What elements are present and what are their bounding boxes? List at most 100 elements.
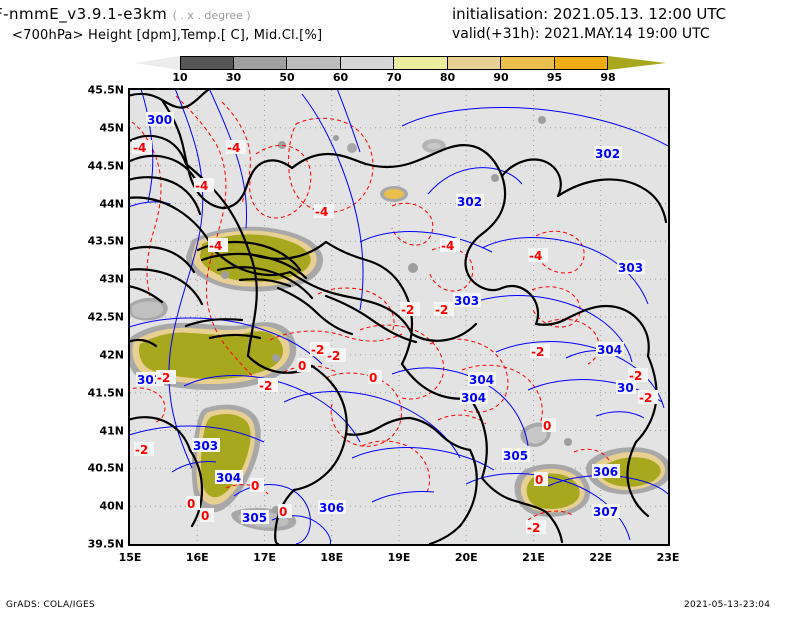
lat-tick-45.5N: 45.5N xyxy=(87,83,124,97)
svg-text:-4: -4 xyxy=(227,141,240,155)
svg-text:0: 0 xyxy=(543,419,551,433)
svg-text:307: 307 xyxy=(593,505,618,519)
model-resolution-note: ( . x . degree ) xyxy=(172,9,251,22)
coastline-borders xyxy=(130,90,668,544)
svg-text:-2: -2 xyxy=(435,303,448,317)
latitude-axis: 45.5N 45N 44.5N 44N 43.5N 43N 42.5N 42N 41.5N 41N… xyxy=(62,84,124,551)
lat-tick-41.5N: 41.5N xyxy=(87,386,124,400)
colorbar-tick-60: 60 xyxy=(332,71,349,84)
svg-text:-2: -2 xyxy=(327,349,340,363)
svg-text:301: 301 xyxy=(137,373,162,387)
colorbar-segment-5 xyxy=(447,56,501,70)
svg-text:306: 306 xyxy=(319,501,344,515)
cloud-region-southeast-a xyxy=(514,464,591,517)
lon-tick-23E: 23E xyxy=(656,551,680,564)
lat-tick-45N: 45N xyxy=(99,121,124,135)
lat-tick-42.5N: 42.5N xyxy=(87,310,124,324)
initialisation-time: initialisation: 2021.05.13. 12:00 UTC xyxy=(452,5,727,23)
colorbar-tick-50: 50 xyxy=(279,71,295,84)
svg-text:-2: -2 xyxy=(135,443,148,457)
svg-text:-4: -4 xyxy=(195,179,208,193)
lon-tick-20E: 20E xyxy=(454,551,478,564)
longitude-axis: 15E 16E 17E 18E 19E 20E 21E 22E 23E xyxy=(119,549,680,565)
svg-text:302: 302 xyxy=(595,147,620,161)
svg-text:-2: -2 xyxy=(401,303,414,317)
colorbar-tick-98: 98 xyxy=(600,71,616,84)
svg-text:-4: -4 xyxy=(315,205,328,219)
lon-tick-17E: 17E xyxy=(253,551,276,564)
grads-credit: GrADS: COLA/IGES xyxy=(6,600,95,610)
lat-tick-41N: 41N xyxy=(99,424,124,437)
svg-text:-4: -4 xyxy=(529,249,542,263)
colorbar-segment-0 xyxy=(180,56,234,70)
lat-tick-43N: 43N xyxy=(99,272,124,286)
svg-text:303: 303 xyxy=(193,439,218,453)
svg-text:0: 0 xyxy=(369,371,377,385)
colorbar-segment-6 xyxy=(501,56,555,70)
svg-text:302: 302 xyxy=(457,195,482,209)
svg-text:304: 304 xyxy=(469,373,494,387)
colorbar-segment-2 xyxy=(287,56,341,70)
model-name-line: F-nmmE_v3.9.1-e3km ( . x . degree ) xyxy=(0,5,251,23)
lat-tick-43.5N: 43.5N xyxy=(87,234,124,248)
map-plot-area[interactable]: 300 302 302 303 303 301 303 304 304 304 … xyxy=(128,88,670,546)
svg-text:-2: -2 xyxy=(311,343,324,357)
svg-text:300: 300 xyxy=(147,113,172,127)
svg-text:305: 305 xyxy=(503,449,528,463)
colorbar-tick-90: 90 xyxy=(493,71,509,84)
field-description: <700hPa> Height [dpm],Temp.[ C], Mid.Cl.… xyxy=(12,28,323,43)
svg-text:-4: -4 xyxy=(209,239,222,253)
svg-text:304: 304 xyxy=(461,391,486,405)
svg-text:-2: -2 xyxy=(259,379,272,393)
svg-text:304: 304 xyxy=(216,471,241,485)
lon-tick-16E: 16E xyxy=(185,551,209,564)
svg-text:0: 0 xyxy=(201,509,209,523)
cloud-small-spots xyxy=(221,116,572,514)
colorbar-tick-80: 80 xyxy=(439,71,456,84)
valid-time: valid(+31h): 2021.MAY.14 19:00 UTC xyxy=(452,26,710,42)
lat-tick-40N: 40N xyxy=(99,499,124,513)
colorbar-tick-95: 95 xyxy=(546,71,563,84)
svg-text:305: 305 xyxy=(242,511,267,525)
colorbar-tick-70: 70 xyxy=(386,71,402,84)
svg-text:303: 303 xyxy=(618,261,643,275)
lat-tick-42N: 42N xyxy=(99,348,124,362)
svg-text:-2: -2 xyxy=(531,345,544,359)
colorbar-low-arrow xyxy=(134,56,180,70)
svg-text:0: 0 xyxy=(535,473,543,487)
svg-text:0: 0 xyxy=(279,505,287,519)
svg-text:-4: -4 xyxy=(133,141,146,155)
map-canvas: 300 302 302 303 303 301 303 304 304 304 … xyxy=(130,90,668,544)
colorbar-high-arrow xyxy=(608,56,666,70)
svg-text:0: 0 xyxy=(187,497,195,511)
lon-tick-18E: 18E xyxy=(320,551,344,564)
lon-tick-19E: 19E xyxy=(387,551,411,564)
svg-text:306: 306 xyxy=(593,465,618,479)
svg-text:0: 0 xyxy=(298,359,306,373)
lat-tick-44N: 44N xyxy=(99,197,124,210)
svg-text:-2: -2 xyxy=(629,369,642,383)
svg-text:-4: -4 xyxy=(441,239,454,253)
svg-text:304: 304 xyxy=(597,343,622,357)
svg-text:303: 303 xyxy=(454,294,479,308)
svg-text:-2: -2 xyxy=(527,521,540,535)
svg-text:-2: -2 xyxy=(157,371,170,385)
colorbar-tick-30: 30 xyxy=(225,71,242,84)
lat-tick-40.5N: 40.5N xyxy=(87,461,124,475)
svg-text:-2: -2 xyxy=(639,391,652,405)
lon-tick-21E: 21E xyxy=(522,551,545,564)
temperature-label-group: -4 -4 -4 -4 -4 -4 -4 -2 -2 -2 -2 -2 -2 -… xyxy=(132,140,658,535)
colorbar-segment-4 xyxy=(394,56,448,70)
colorbar-tick-10: 10 xyxy=(172,71,188,84)
colorbar-segment-1 xyxy=(233,56,287,70)
contour-labels: 300 302 302 303 303 301 303 304 304 304 … xyxy=(132,112,658,535)
colorbar-segment-7 xyxy=(554,56,608,70)
lon-tick-15E: 15E xyxy=(118,551,142,564)
render-timestamp: 2021-05-13-23:04 xyxy=(684,600,771,610)
svg-text:0: 0 xyxy=(251,479,259,493)
colorbar-legend: 10 30 50 60 70 80 90 95 98 xyxy=(134,56,666,84)
lat-tick-44.5N: 44.5N xyxy=(87,159,124,173)
lon-tick-22E: 22E xyxy=(589,551,613,564)
svg-text:30: 30 xyxy=(617,381,634,395)
lat-tick-39.5N: 39.5N xyxy=(87,537,124,551)
